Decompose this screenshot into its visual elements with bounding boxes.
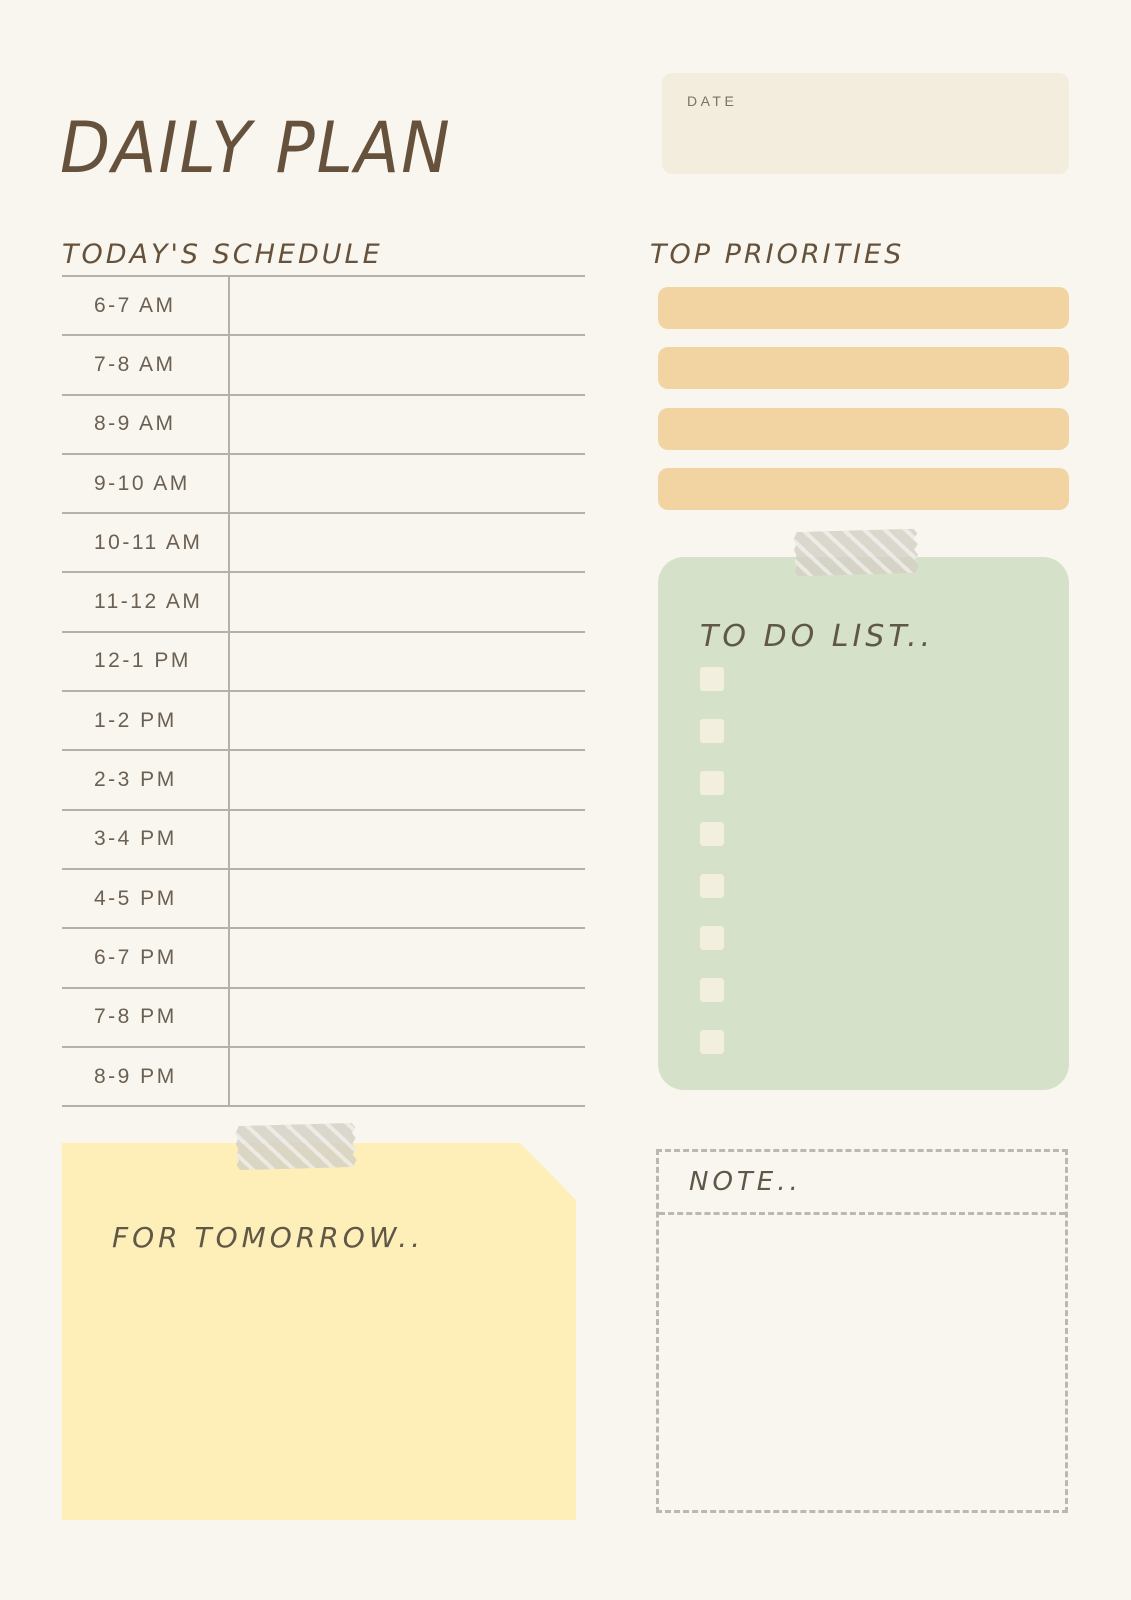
- time-slot-label: 6-7 AM: [62, 277, 230, 335]
- schedule-row: 9-10 AM: [62, 452, 585, 513]
- schedule-entry-cell[interactable]: [230, 633, 585, 690]
- todo-checkbox[interactable]: [700, 926, 724, 950]
- schedule-row: 7-8 PM: [62, 986, 585, 1046]
- schedule-row: 8-9 AM: [62, 393, 585, 453]
- schedule-entry-cell[interactable]: [230, 336, 585, 393]
- note-heading: NOTE..: [689, 1167, 802, 1197]
- time-slot-label: 6-7 PM: [62, 929, 230, 987]
- schedule-row: 8-9 PM: [62, 1045, 585, 1106]
- schedule-row: 12-1 PM: [62, 630, 585, 691]
- schedule-entry-cell[interactable]: [230, 1048, 585, 1105]
- washi-tape-icon: [793, 528, 918, 577]
- tomorrow-heading: FOR TOMORROW..: [112, 1221, 424, 1254]
- schedule-entry-cell[interactable]: [230, 870, 585, 927]
- time-slot-label: 9-10 AM: [62, 454, 230, 513]
- schedule-entry-cell[interactable]: [230, 396, 585, 453]
- todo-checkbox[interactable]: [700, 822, 724, 847]
- schedule-entry-cell[interactable]: [230, 989, 585, 1046]
- todo-checkbox[interactable]: [700, 874, 724, 899]
- priorities-heading: TOP PRIORITIES: [650, 239, 905, 271]
- time-slot-label: 2-3 PM: [62, 751, 230, 809]
- todo-checkbox[interactable]: [700, 770, 724, 795]
- schedule-entry-cell[interactable]: [230, 751, 585, 808]
- schedule-row: 6-7 PM: [62, 927, 585, 987]
- time-slot-label: 8-9 PM: [62, 1047, 230, 1106]
- time-slot-label: 3-4 PM: [62, 810, 230, 868]
- priority-bar[interactable]: [658, 347, 1069, 390]
- note-body[interactable]: [659, 1215, 1065, 1510]
- time-slot-label: 7-8 AM: [62, 336, 230, 394]
- schedule-entry-cell[interactable]: [230, 455, 585, 512]
- page-title: DAILY PLAN: [60, 106, 452, 189]
- todo-card: TO DO LIST..: [658, 557, 1069, 1090]
- time-slot-label: 1-2 PM: [62, 692, 230, 750]
- schedule-row: 3-4 PM: [62, 808, 585, 868]
- time-slot-label: 12-1 PM: [62, 632, 230, 691]
- note-box[interactable]: NOTE..: [656, 1149, 1068, 1513]
- todo-checkbox[interactable]: [700, 977, 724, 1002]
- time-slot-label: 4-5 PM: [62, 869, 230, 928]
- time-slot-label: 8-9 AM: [62, 395, 230, 453]
- todo-checkbox[interactable]: [700, 667, 724, 691]
- schedule-row: 6-7 AM: [62, 275, 585, 335]
- priority-bar[interactable]: [658, 467, 1069, 510]
- schedule-row: 10-11 AM: [62, 512, 585, 572]
- schedule-entry-cell[interactable]: [230, 573, 585, 630]
- schedule-entry-cell[interactable]: [230, 692, 585, 749]
- schedule-row: 4-5 PM: [62, 867, 585, 928]
- schedule-entry-cell[interactable]: [230, 277, 585, 334]
- washi-tape-icon: [235, 1122, 356, 1171]
- schedule-table: 6-7 AM 7-8 AM 8-9 AM 9-10 AM 10-11 AM 11-12 A…: [62, 275, 585, 1108]
- date-label: DATE: [687, 93, 738, 109]
- schedule-row: 2-3 PM: [62, 749, 585, 809]
- note-header: NOTE..: [659, 1152, 1065, 1215]
- priority-bar[interactable]: [658, 407, 1069, 450]
- tomorrow-note[interactable]: FOR TOMORROW..: [62, 1143, 576, 1520]
- todo-checkbox[interactable]: [700, 718, 724, 743]
- schedule-row: 7-8 AM: [62, 334, 585, 394]
- schedule-row: 11-12 AM: [62, 571, 585, 631]
- schedule-entry-cell[interactable]: [230, 514, 585, 571]
- schedule-heading: TODAY'S SCHEDULE: [62, 239, 383, 271]
- date-field[interactable]: DATE: [662, 73, 1069, 174]
- time-slot-label: 10-11 AM: [62, 514, 230, 572]
- todo-checkbox[interactable]: [700, 1029, 724, 1054]
- todo-heading: TO DO LIST..: [700, 619, 935, 654]
- schedule-entry-cell[interactable]: [230, 929, 585, 986]
- time-slot-label: 11-12 AM: [62, 573, 230, 631]
- priority-bar[interactable]: [658, 287, 1069, 329]
- schedule-row: 1-2 PM: [62, 690, 585, 750]
- schedule-entry-cell[interactable]: [230, 811, 585, 868]
- time-slot-label: 7-8 PM: [62, 988, 230, 1046]
